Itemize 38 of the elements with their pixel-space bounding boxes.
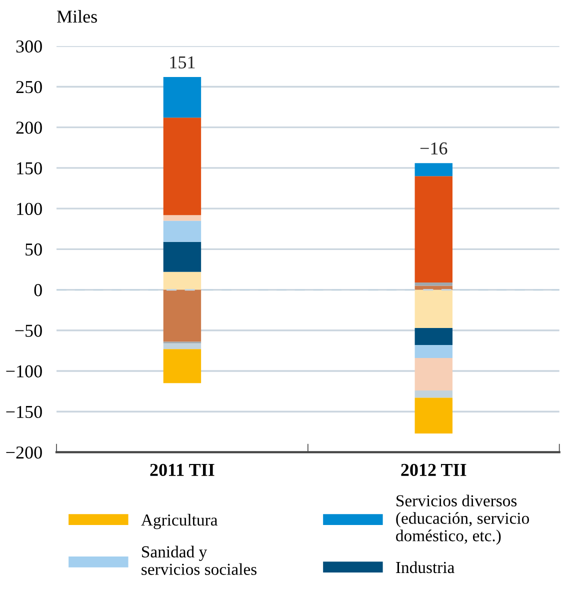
total-label: 151: [170, 56, 195, 68]
bar: [414, 358, 452, 390]
y-tick-label: 300: [16, 40, 42, 53]
y-tick-label: −100: [6, 365, 42, 378]
y-tick-label: 200: [16, 122, 42, 134]
bar: [163, 118, 202, 216]
bar: [163, 215, 202, 221]
total-label: −16: [420, 142, 448, 155]
y-tick-label: 100: [17, 202, 42, 216]
legend-label: Industria: [396, 561, 454, 574]
y-tick-label: 0: [34, 284, 42, 296]
bar: [163, 272, 202, 290]
bar: [163, 76, 202, 118]
x-tick-label: 2012 TII: [401, 464, 466, 476]
bar: [163, 290, 202, 342]
legend-label: Agricultura: [141, 514, 218, 530]
y-tick-label: −50: [15, 324, 42, 337]
bar: [163, 220, 202, 242]
y-tick-label: −200: [6, 446, 42, 459]
bar: [163, 343, 202, 350]
bar: [414, 290, 452, 328]
bar: [163, 349, 202, 384]
x-tick-label: 2011 TII: [150, 464, 214, 476]
legend-label: Sanidad y servicios sociales: [142, 546, 256, 575]
y-axis-title: Miles: [57, 10, 97, 23]
y-tick-label: 50: [26, 243, 42, 256]
bar: [414, 176, 452, 282]
y-tick-label: −150: [6, 406, 42, 418]
legend-label: Servicios diversos (educación, servicio doméstico, etc.): [396, 494, 529, 545]
bar: [414, 282, 452, 286]
bar: [414, 345, 452, 358]
bar: [414, 398, 452, 434]
bar: [414, 163, 452, 176]
y-tick-label: 250: [16, 81, 42, 94]
bar: [414, 390, 452, 398]
bar: [163, 242, 202, 272]
y-tick-label: 150: [17, 162, 42, 174]
bar: [414, 328, 452, 346]
